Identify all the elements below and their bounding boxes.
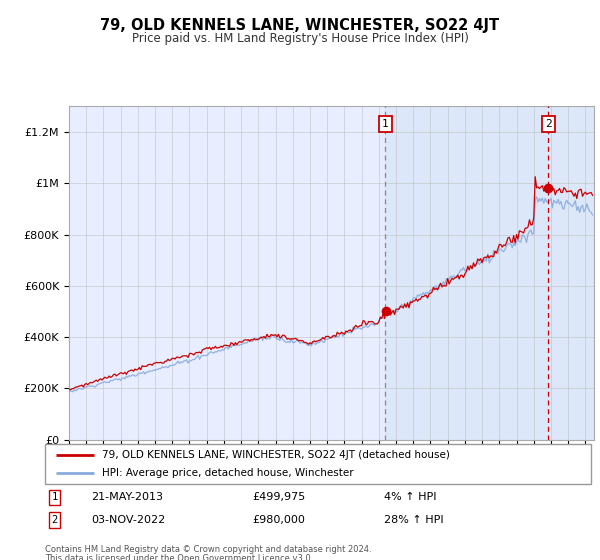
Text: Contains HM Land Registry data © Crown copyright and database right 2024.: Contains HM Land Registry data © Crown c… [45, 545, 371, 554]
Text: 2: 2 [52, 515, 58, 525]
Text: 79, OLD KENNELS LANE, WINCHESTER, SO22 4JT: 79, OLD KENNELS LANE, WINCHESTER, SO22 4… [100, 18, 500, 34]
Text: 79, OLD KENNELS LANE, WINCHESTER, SO22 4JT (detached house): 79, OLD KENNELS LANE, WINCHESTER, SO22 4… [103, 450, 450, 460]
Text: This data is licensed under the Open Government Licence v3.0.: This data is licensed under the Open Gov… [45, 554, 313, 560]
Text: 2: 2 [545, 119, 551, 129]
Text: Price paid vs. HM Land Registry's House Price Index (HPI): Price paid vs. HM Land Registry's House … [131, 32, 469, 45]
Text: £980,000: £980,000 [253, 515, 305, 525]
Text: 1: 1 [52, 492, 58, 502]
FancyBboxPatch shape [45, 444, 591, 484]
Text: 03-NOV-2022: 03-NOV-2022 [91, 515, 166, 525]
Text: 4% ↑ HPI: 4% ↑ HPI [383, 492, 436, 502]
Text: 21-MAY-2013: 21-MAY-2013 [91, 492, 163, 502]
Bar [385, 106, 594, 440]
Text: £499,975: £499,975 [253, 492, 306, 502]
Text: HPI: Average price, detached house, Winchester: HPI: Average price, detached house, Winc… [103, 468, 354, 478]
Text: 1: 1 [382, 119, 389, 129]
Text: 28% ↑ HPI: 28% ↑ HPI [383, 515, 443, 525]
